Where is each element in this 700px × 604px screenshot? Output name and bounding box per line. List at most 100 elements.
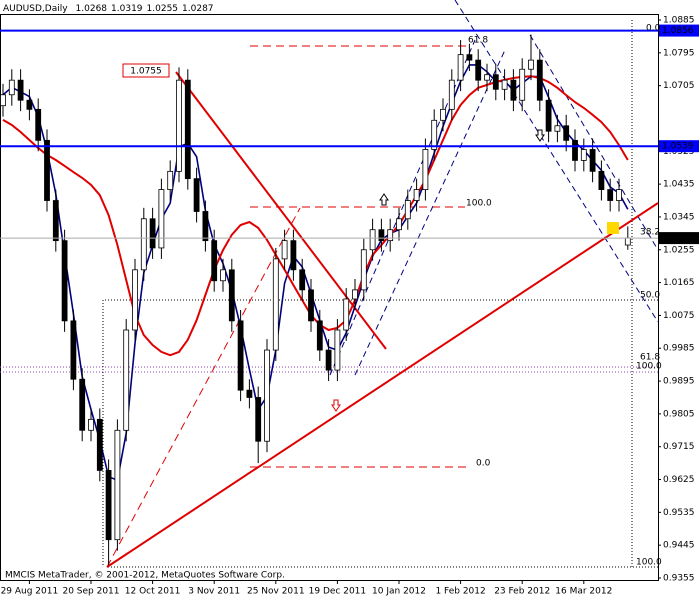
price-label: 1.0287 [662, 234, 694, 244]
candle-body [255, 397, 262, 442]
x-tick-label: 23 Feb 2012 [494, 587, 550, 597]
channel-line [454, 0, 659, 323]
candle-body [61, 240, 68, 322]
highlight [607, 222, 619, 234]
candle-body [158, 189, 165, 249]
candle-body [598, 170, 605, 190]
candle-body [105, 470, 112, 541]
drawings [0, 0, 659, 568]
candle-body [554, 125, 561, 132]
candle-body [52, 200, 59, 242]
y-tick-label: 1.0165 [663, 278, 695, 288]
y-tick-label: 0.9445 [663, 541, 695, 551]
y-tick-label: 0.9805 [663, 409, 695, 419]
candle-body [184, 79, 191, 180]
x-tick-label: 29 Aug 2011 [1, 587, 59, 597]
candle-body [237, 320, 244, 391]
candle-body [422, 149, 429, 190]
candle-body [466, 54, 473, 61]
candle-body [492, 74, 499, 90]
y-tick-label: 0.9535 [663, 508, 695, 518]
candle-body [501, 79, 508, 90]
candle-body [35, 108, 42, 141]
candle-body [70, 320, 77, 380]
candle-body [264, 349, 270, 442]
candle-body [475, 59, 482, 81]
candle-body [404, 200, 411, 220]
candle-body [96, 418, 103, 471]
trend-line [175, 71, 387, 350]
plot-frame [0, 14, 659, 581]
candle-body [360, 249, 367, 291]
candle-body [272, 258, 279, 351]
fibo-label: 50.0 [640, 291, 660, 301]
x-tick-label: 19 Dec 2011 [309, 587, 367, 597]
price-tag-label: 1.0755 [130, 67, 162, 77]
candle-body [176, 79, 182, 172]
price-label: 1.0856 [662, 26, 694, 36]
candle-body [220, 269, 226, 282]
candle-body [369, 229, 376, 251]
candle-body [290, 240, 297, 271]
candle-body [211, 240, 218, 282]
candle-body [44, 139, 50, 201]
arrow-down [331, 399, 341, 412]
open-value: 1.0268 [76, 4, 108, 14]
candle-body [88, 418, 94, 431]
y-tick-label: 1.0075 [663, 311, 695, 321]
candle-body [457, 54, 464, 81]
candle-body [624, 237, 631, 246]
candle-body [114, 429, 121, 541]
y-tick-label: 1.0885 [663, 16, 695, 26]
fibo-label: 61.8 [468, 36, 488, 46]
fibo-label: 38.2 [640, 228, 660, 238]
candle-body [528, 59, 534, 70]
footer: MMCIS MetaTrader, © 2001-2012, MetaQuote… [5, 571, 285, 581]
candle-body [510, 79, 517, 101]
candle-body [281, 240, 288, 260]
x-tick-label: 1 Feb 2012 [435, 587, 485, 597]
symbol: AUDUSD,Daily [3, 4, 68, 14]
x-tick-label: 25 Nov 2011 [247, 587, 305, 597]
fibo-label: 61.8 [640, 353, 660, 363]
y-tick-label: 1.0795 [663, 48, 695, 58]
candle-body [0, 94, 6, 107]
price-box [659, 232, 699, 245]
y-tick-label: 1.0345 [663, 212, 695, 222]
candle-body [589, 149, 596, 172]
y-tick-label: 1.0255 [663, 245, 695, 255]
candle-body [202, 211, 209, 242]
candle-body [572, 139, 578, 161]
y-tick-label: 1.0705 [663, 81, 695, 91]
high-value: 1.0319 [111, 4, 143, 14]
price-box [659, 140, 699, 153]
candle-body [616, 189, 622, 201]
x-tick-label: 10 Jan 2012 [372, 587, 426, 597]
close-value: 1.0287 [182, 4, 214, 14]
candle-body [8, 79, 15, 96]
candle-body [17, 79, 24, 101]
candle-body [123, 329, 130, 431]
fibo-label: 0.0 [476, 459, 491, 469]
candle-body [149, 218, 156, 249]
channel-line [529, 34, 659, 251]
price-box [659, 24, 699, 37]
candle-body [448, 79, 455, 110]
y-tick-label: 0.9895 [663, 377, 695, 387]
candle-body [413, 189, 420, 201]
candle-body [378, 229, 385, 242]
low-value: 1.0255 [147, 4, 179, 14]
candle-body [299, 269, 306, 291]
candle-body [26, 99, 33, 110]
candle-body [246, 389, 253, 398]
fibo-label: 0.0 [646, 24, 661, 34]
candle-body [519, 68, 526, 101]
y-tick-label: 0.9625 [663, 475, 695, 485]
header: AUDUSD,Daily 1.0268 1.0319 1.0255 1.0287 [3, 4, 214, 14]
x-tick-label: 12 Oct 2011 [125, 587, 181, 597]
candle-body [193, 178, 200, 212]
fibo-line [106, 207, 301, 568]
candle-body [431, 119, 438, 150]
